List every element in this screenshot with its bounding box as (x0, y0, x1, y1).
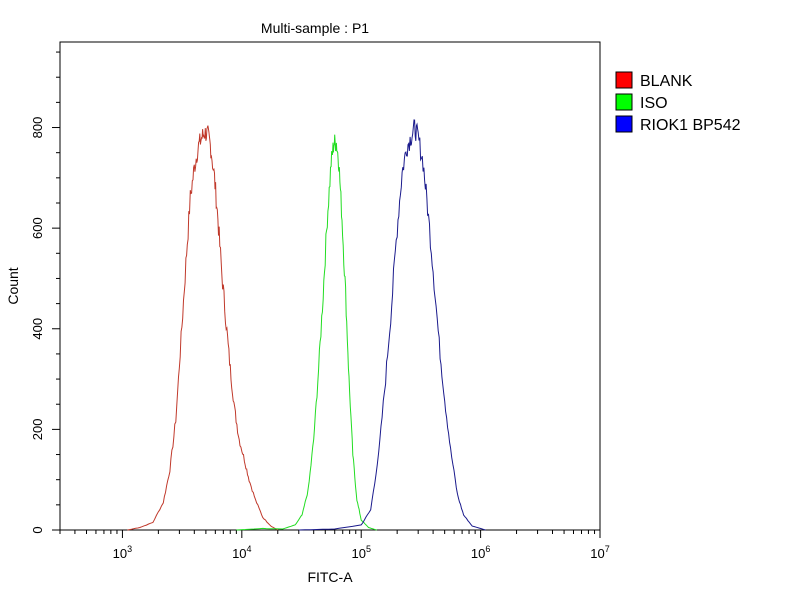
series-line-2 (298, 119, 486, 531)
y-tick-label: 400 (30, 318, 45, 340)
x-tick-label: 107 (590, 544, 609, 561)
x-tick-label: 105 (351, 544, 370, 561)
x-tick-label: 106 (471, 544, 490, 561)
series-lines (127, 119, 486, 531)
legend-label: RIOK1 BP542 (640, 117, 741, 134)
x-axis-label: FITC-A (307, 569, 353, 585)
legend-swatch (615, 115, 633, 133)
y-axis-ticks: 0 200 400 600 800 (30, 51, 60, 534)
y-axis-label: Count (5, 267, 21, 304)
series-line-0 (127, 125, 279, 531)
plot-area (59, 41, 601, 531)
legend-label: BLANK (640, 73, 693, 90)
legend-label: ISO (640, 95, 668, 112)
x-axis-ticks: 103 104 105 106 107 (59, 530, 610, 561)
series-line-1 (236, 134, 377, 531)
x-tick-label: 103 (113, 544, 132, 561)
legend: BLANK ISO RIOK1 BP542 (615, 71, 741, 134)
chart-title: Multi-sample : P1 (261, 20, 369, 36)
y-tick-label: 800 (30, 117, 45, 139)
y-tick-label: 200 (30, 419, 45, 441)
x-tick-label: 104 (232, 544, 251, 561)
legend-swatch (615, 71, 633, 89)
y-tick-label: 0 (30, 526, 45, 533)
legend-swatch (615, 93, 633, 111)
y-tick-label: 600 (30, 217, 45, 239)
